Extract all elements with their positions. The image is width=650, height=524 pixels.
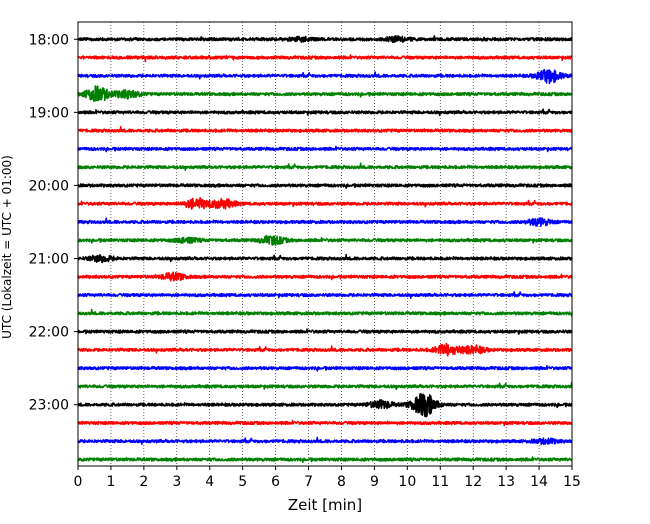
seismic-trace — [77, 126, 573, 133]
plot-area-frame — [77, 21, 573, 467]
x-tick-label: 8 — [337, 474, 346, 490]
x-tick-label: 11 — [431, 474, 449, 490]
seismic-trace — [77, 392, 573, 418]
x-axis-ticks: 0 1 2 3 4 5 6 7 8 9 10 11 12 13 14 15 — [74, 466, 581, 490]
y-tick-label: 19:00 — [29, 105, 69, 121]
seismic-trace — [77, 342, 573, 357]
x-axis-label: Zeit [min] — [288, 496, 362, 514]
seismic-trace — [77, 308, 573, 317]
y-tick-label: 18:00 — [29, 32, 69, 48]
seismic-trace — [77, 197, 573, 210]
y-axis-ticks: 18:00 19:00 20:00 21:00 22:00 23:00 — [29, 32, 78, 414]
seismic-trace — [77, 253, 573, 264]
seismic-trace — [77, 35, 573, 43]
seismic-trace — [77, 328, 573, 335]
seismic-trace — [77, 456, 573, 463]
x-tick-label: 10 — [398, 474, 416, 490]
x-tick-label: 4 — [205, 474, 214, 490]
seismic-trace — [77, 69, 573, 85]
y-axis-label: UTC (Lokalzeit = UTC + 01:00) — [0, 155, 14, 339]
x-tick-label: 2 — [139, 474, 148, 490]
x-tick-label: 13 — [497, 474, 515, 490]
seismic-trace — [77, 419, 573, 427]
x-tick-label: 0 — [74, 474, 83, 490]
y-tick-label: 23:00 — [29, 398, 69, 414]
x-tick-label: 9 — [370, 474, 379, 490]
x-tick-label: 7 — [304, 474, 313, 490]
x-tick-label: 1 — [106, 474, 115, 490]
x-tick-label: 3 — [172, 474, 181, 490]
grid-lines — [110, 22, 540, 466]
seismic-trace — [77, 235, 573, 247]
seismic-trace — [77, 436, 573, 446]
seismic-trace — [77, 217, 573, 228]
seismic-trace — [77, 364, 573, 372]
trace-group — [77, 35, 573, 463]
seismic-trace — [77, 85, 573, 103]
y-tick-label: 21:00 — [29, 252, 69, 268]
seismic-trace — [77, 54, 573, 63]
x-tick-label: 6 — [271, 474, 280, 490]
seismic-trace — [77, 291, 573, 299]
seismic-trace — [77, 271, 573, 282]
seismic-trace — [77, 162, 573, 171]
seismic-trace — [77, 381, 573, 391]
x-tick-label: 15 — [563, 474, 581, 490]
x-tick-label: 5 — [238, 474, 247, 490]
y-tick-label: 22:00 — [29, 325, 69, 341]
y-tick-label: 20:00 — [29, 178, 69, 194]
seismic-trace — [77, 145, 573, 153]
seismic-trace — [77, 183, 573, 189]
x-tick-label: 12 — [464, 474, 482, 490]
x-tick-label: 14 — [530, 474, 548, 490]
seismic-trace — [77, 108, 573, 117]
